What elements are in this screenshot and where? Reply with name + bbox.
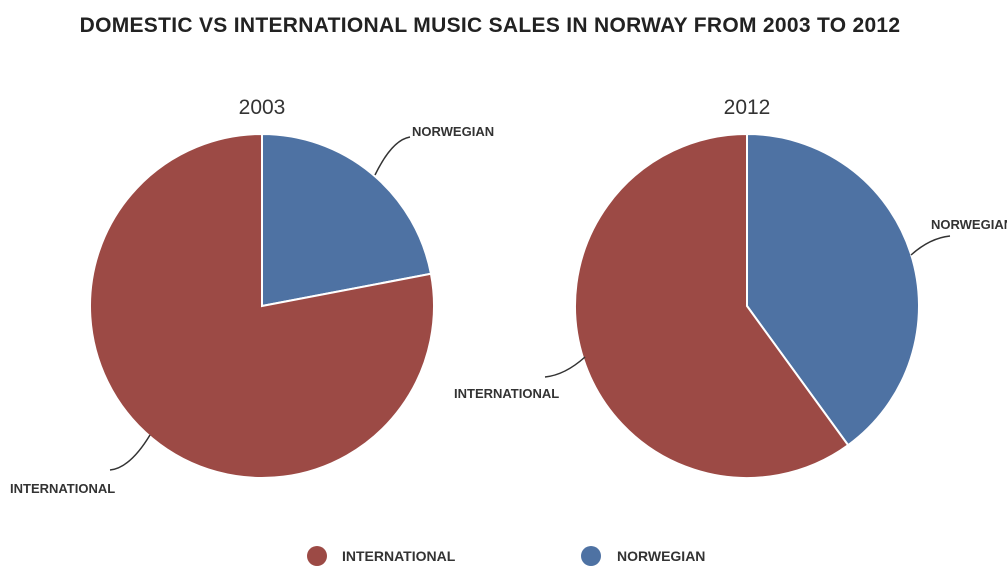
pie-2012-slices <box>574 132 920 479</box>
leader-line-2012-norwegian <box>910 235 951 256</box>
slice-label-2012-international: INTERNATIONAL <box>454 386 559 401</box>
pie-2012: 2012 NORWEGIAN INTERNATIONAL <box>454 96 1007 479</box>
legend-label-norwegian: NORWEGIAN <box>617 548 705 564</box>
legend-label-international: INTERNATIONAL <box>342 548 456 564</box>
pie-2003-slices <box>88 132 435 479</box>
pie-slice-2003-international <box>88 132 435 479</box>
pie-title-2012: 2012 <box>724 96 771 119</box>
leader-line-2003-international <box>109 434 151 471</box>
slice-label-2003-norwegian: NORWEGIAN <box>412 124 494 139</box>
leader-line-2003-norwegian <box>374 136 411 176</box>
legend-swatch-international <box>307 546 327 566</box>
pie-2003: 2003 NORWEGIAN INTERNATIONAL <box>10 96 494 496</box>
slice-label-2003-international: INTERNATIONAL <box>10 481 115 496</box>
legend-swatch-norwegian <box>581 546 601 566</box>
leader-line-2012-international <box>544 356 586 378</box>
pie-slice-2012-norwegian <box>746 132 920 447</box>
legend: INTERNATIONAL NORWEGIAN <box>307 546 705 566</box>
pie-title-2003: 2003 <box>239 96 286 119</box>
chart-title: DOMESTIC VS INTERNATIONAL MUSIC SALES IN… <box>80 14 901 37</box>
pie-slice-2003-norwegian <box>261 132 433 308</box>
slice-label-2012-norwegian: NORWEGIAN <box>931 217 1007 232</box>
